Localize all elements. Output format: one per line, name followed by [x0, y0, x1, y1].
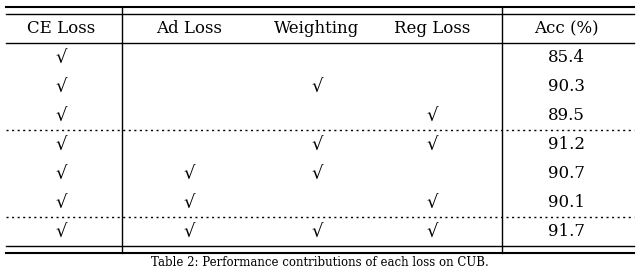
Text: √: √ [55, 165, 67, 183]
Text: √: √ [426, 222, 438, 240]
Text: √: √ [183, 222, 195, 240]
Text: 89.5: 89.5 [548, 107, 585, 124]
Text: 91.7: 91.7 [548, 223, 585, 240]
Text: 85.4: 85.4 [548, 49, 585, 66]
Text: √: √ [55, 193, 67, 212]
Text: Ad Loss: Ad Loss [156, 20, 222, 37]
Text: √: √ [311, 165, 323, 183]
Text: √: √ [426, 193, 438, 212]
Text: √: √ [55, 49, 67, 67]
Text: √: √ [311, 136, 323, 153]
Text: CE Loss: CE Loss [27, 20, 95, 37]
Text: √: √ [55, 222, 67, 240]
Text: 90.3: 90.3 [548, 78, 585, 95]
Text: √: √ [183, 193, 195, 212]
Text: Table 2: Performance contributions of each loss on CUB.: Table 2: Performance contributions of ea… [151, 256, 489, 269]
Text: Reg Loss: Reg Loss [394, 20, 470, 37]
Text: 90.1: 90.1 [548, 194, 585, 211]
Text: √: √ [426, 106, 438, 125]
Text: 90.7: 90.7 [548, 165, 585, 182]
Text: √: √ [55, 136, 67, 153]
Text: √: √ [55, 106, 67, 125]
Text: √: √ [311, 222, 323, 240]
Text: Weighting: Weighting [274, 20, 360, 37]
Text: √: √ [311, 78, 323, 96]
Text: 91.2: 91.2 [548, 136, 585, 153]
Text: √: √ [55, 78, 67, 96]
Text: √: √ [183, 165, 195, 183]
Text: √: √ [426, 136, 438, 153]
Text: Acc (%): Acc (%) [534, 20, 598, 37]
